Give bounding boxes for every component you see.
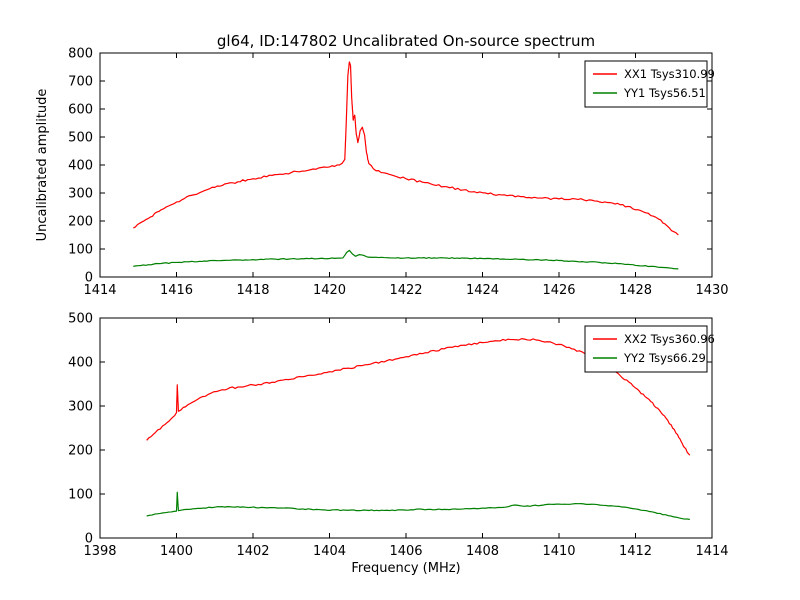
top-subplot-axes: 1414 1416 1418 1420 1422 1424 1426 1428 1430 0 100… [68, 47, 728, 299]
legend-box [584, 325, 708, 373]
x-tick-label: 1400 [160, 544, 193, 559]
x-tick-label: 1414 [695, 544, 728, 559]
legend-box [584, 60, 708, 108]
x-tick-label: 1426 [542, 283, 575, 298]
y-tick-label: 600 [68, 103, 93, 118]
x-tick-label: 1424 [466, 283, 499, 298]
legend-label: YY2 Tsys66.29 [623, 351, 706, 365]
x-tick-label: 1412 [619, 544, 652, 559]
y-tick-label: 200 [68, 215, 93, 230]
y-tick-label: 700 [68, 75, 93, 90]
y-tick-label: 400 [68, 356, 93, 371]
x-tick-label: 1406 [389, 544, 422, 559]
x-tick-label: 1418 [236, 283, 269, 298]
y-tick-label: 500 [68, 131, 93, 146]
y-tick-label: 300 [68, 400, 93, 415]
y-axis-label: Uncalibrated amplitude [35, 89, 50, 242]
y-tick-label: 800 [68, 47, 93, 62]
y-tick-label: 400 [68, 159, 93, 174]
figure-title: gl64, ID:147802 Uncalibrated On-source s… [217, 32, 595, 50]
series-line-XX1 [133, 61, 679, 236]
x-tick-label: 1422 [389, 283, 422, 298]
series-line-YY1 [133, 249, 679, 270]
bottom-subplot-axes: 1398 1400 1402 1404 1406 1408 1410 1412 1414 0 100… [68, 312, 728, 560]
y-tick-label: 0 [85, 271, 93, 286]
x-tick-label: 1428 [619, 283, 652, 298]
x-tick-label: 1430 [695, 283, 728, 298]
series-line-XX2 [146, 338, 691, 456]
legend-label: YY1 Tsys56.51 [623, 86, 706, 100]
x-tick-label: 1408 [466, 544, 499, 559]
legend-label: XX2 Tsys360.96 [624, 332, 715, 346]
y-tick-label: 300 [68, 187, 93, 202]
y-tick-label: 200 [68, 444, 93, 459]
y-tick-label: 100 [68, 243, 93, 258]
y-tick-label: 0 [85, 532, 93, 547]
x-tick-label: 1410 [542, 544, 575, 559]
x-axis-label: Frequency (MHz) [351, 561, 460, 576]
x-tick-label: 1398 [83, 544, 116, 559]
series-line-YY2 [146, 491, 690, 521]
legend-label: XX1 Tsys310.99 [624, 67, 715, 81]
x-tick-label: 1416 [160, 283, 193, 298]
y-tick-label: 100 [68, 488, 93, 503]
x-tick-label: 1414 [83, 283, 116, 298]
x-tick-label: 1402 [236, 544, 269, 559]
y-tick-label: 500 [68, 312, 93, 327]
x-tick-label: 1420 [313, 283, 346, 298]
x-tick-label: 1404 [313, 544, 346, 559]
